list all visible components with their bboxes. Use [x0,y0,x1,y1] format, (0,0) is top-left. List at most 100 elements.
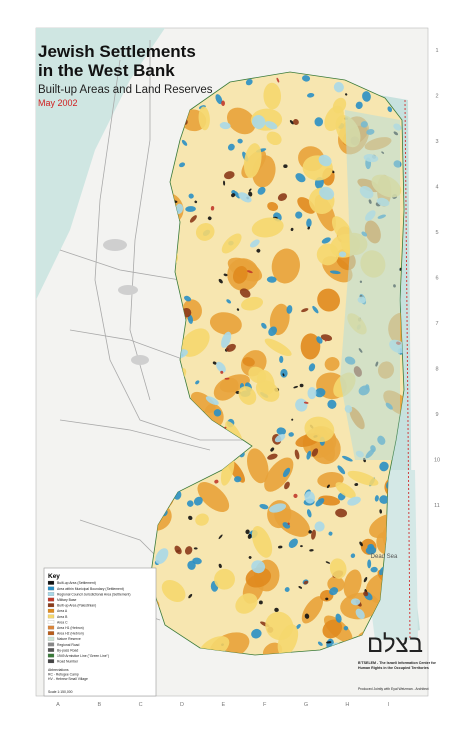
grid-column-label: G [304,702,308,708]
land-area [242,357,255,367]
land-area [354,483,359,487]
land-area [315,498,325,507]
land-area [235,593,258,614]
land-area [267,453,278,460]
land-area [332,97,347,114]
land-area [248,366,267,384]
grid-row-label: 5 [435,230,438,236]
grid-labels: A B C D E F G H I 1 2 3 4 5 6 7 8 9 10 11 [56,48,440,708]
land-area [304,613,310,619]
land-area [237,138,243,144]
land-area [292,119,299,125]
land-area [303,580,309,585]
land-area [299,383,304,388]
land-area [241,296,264,311]
land-area [312,305,319,314]
land-area [190,391,216,413]
land-area [326,641,332,644]
land-area [289,120,294,125]
land-area [276,427,286,435]
land-area [300,545,303,548]
land-area [303,401,309,404]
land-area [318,495,341,506]
land-area [231,193,236,198]
legend-swatch [47,597,55,602]
land-area [297,197,316,214]
land-area [195,380,200,385]
land-area [223,171,235,180]
legend-title: Key [48,573,60,580]
land-area [198,106,210,131]
land-area [322,619,343,639]
land-area [333,81,344,93]
land-area [205,396,219,405]
grid-column-label: F [263,702,267,708]
legend-label: Area B [57,615,68,619]
land-area [350,598,361,606]
land-area [212,361,217,365]
land-area [288,432,294,437]
land-area [319,186,335,200]
land-area [284,481,290,490]
land-area [188,593,193,599]
land-area [324,357,340,371]
land-area [223,180,226,186]
land-area [290,227,294,232]
land-area [342,455,353,462]
land-area [271,248,300,284]
land-area [238,386,257,405]
land-area [215,94,223,105]
land-area [350,553,356,559]
land-area [232,266,248,284]
legend-label: Area A [57,609,68,613]
legend-swatch [47,659,55,664]
land-area [246,270,253,274]
land-area [277,193,288,201]
land-area [261,322,267,329]
land-area [174,545,182,555]
land-area [256,248,261,253]
sea [36,28,165,300]
legend-label: Military Base [57,598,77,602]
land-area [277,545,283,549]
land-area [293,493,298,498]
land-area [248,191,253,197]
land-area [197,482,230,513]
land-area [248,188,252,192]
land-area [311,529,316,540]
legend-swatch [47,592,55,596]
land-area [282,373,285,377]
land-area [367,543,375,550]
land-area [326,484,330,489]
legend-items: Built-up Area (Settlement) Area within Mu… [47,580,131,694]
land-area [214,479,219,484]
land-area [316,243,339,266]
land-area [324,339,327,342]
land-area [320,334,333,342]
land-area [347,496,361,506]
land-area [370,566,378,573]
legend-abbrev: HV - Hebrew Small Village [48,677,88,681]
legend-swatch [47,625,55,630]
land-area [309,549,314,552]
land-area [329,270,341,275]
legend-abbrev: RC - Refugee Camp [48,673,79,677]
land-area [301,308,309,313]
land-area [221,233,242,254]
legend-scale: Scale 1:150,000 [48,690,73,694]
land-area [236,308,240,311]
legend-label: Road Number [57,660,79,664]
land-area [269,503,287,513]
legend-label: Built-up Area (Settlement) [57,581,96,585]
land-area [302,75,311,82]
land-area [283,164,288,169]
grid-row-label: 7 [435,321,438,327]
land-area [295,623,301,630]
grid-row-label: 11 [434,503,440,509]
land-area [331,170,335,174]
land-area [264,338,292,357]
land-area [184,546,193,555]
land-area [317,641,323,646]
land-area [311,448,319,457]
legend-swatch [47,636,55,641]
